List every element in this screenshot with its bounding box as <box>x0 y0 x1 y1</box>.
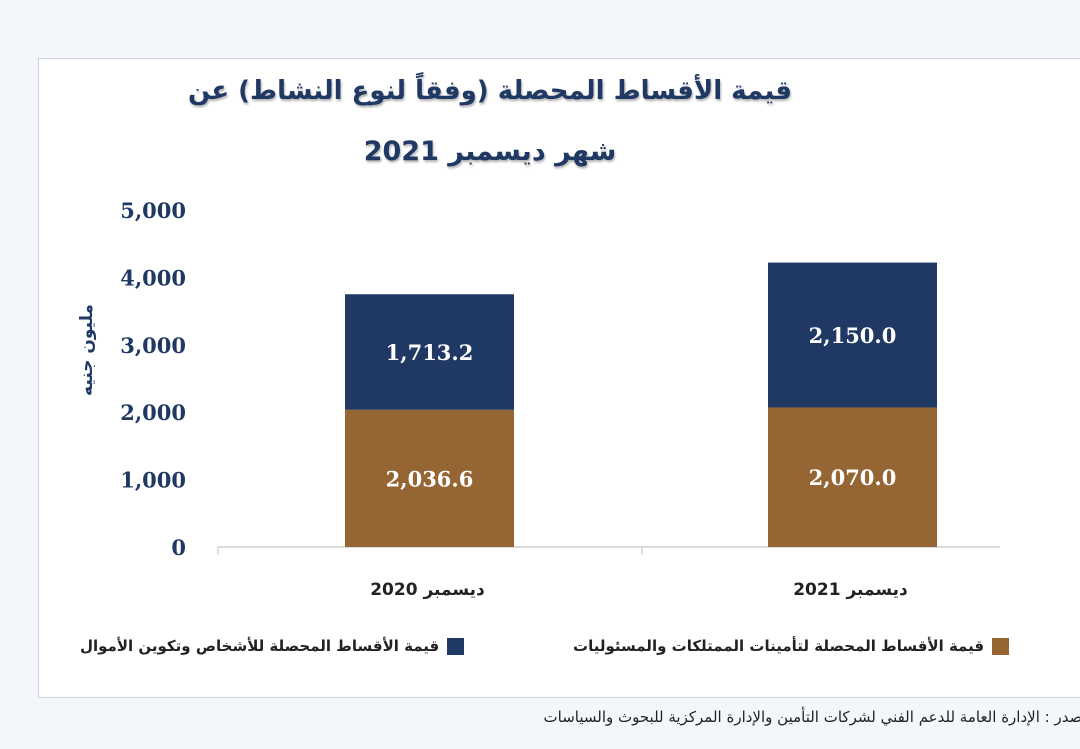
x-tick-label: ديسمبر 2020 <box>370 580 485 600</box>
x-tick-label: ديسمبر 2021 <box>793 580 908 600</box>
legend-item-property: قيمة الأقساط المحصلة لتأمينات الممتلكات … <box>573 634 1010 658</box>
y-tick-label: 4,000 <box>120 265 186 290</box>
bar-segment <box>768 262 937 408</box>
bar-segment <box>345 409 514 547</box>
chart-title-line2: شهر ديسمبر 2021 <box>363 136 617 167</box>
data-label: 2,150.0 <box>809 323 897 348</box>
legend-label: قيمة الأقساط المحصلة لتأمينات الممتلكات … <box>573 637 985 655</box>
y-tick-label: 0 <box>171 535 186 560</box>
bar-segment <box>345 294 514 410</box>
chart-title-line1: قيمة الأقساط المحصلة (وفقاً لنوع النشاط)… <box>187 76 793 106</box>
legend-swatch-navy <box>447 637 465 655</box>
data-label: 1,713.2 <box>386 340 474 365</box>
y-tick-label: 1,000 <box>120 468 186 493</box>
data-label: 2,070.0 <box>809 465 897 490</box>
bar-segment <box>768 407 937 547</box>
y-axis-label: مليون جنيه <box>77 304 97 396</box>
legend-label: قيمة الأقساط المحصلة للأشخاص وتكوين الأم… <box>80 637 440 655</box>
data-label: 2,036.6 <box>386 466 474 491</box>
y-tick-label: 5,000 <box>120 198 186 223</box>
legend-swatch-brown <box>992 637 1010 655</box>
y-tick-label: 3,000 <box>120 333 186 358</box>
source-note: المصدر : الإدارة العامة للدعم الفني لشرك… <box>543 708 1080 726</box>
legend-item-persons: قيمة الأقساط المحصلة للأشخاص وتكوين الأم… <box>80 634 465 658</box>
y-tick-label: 2,000 <box>120 400 186 425</box>
